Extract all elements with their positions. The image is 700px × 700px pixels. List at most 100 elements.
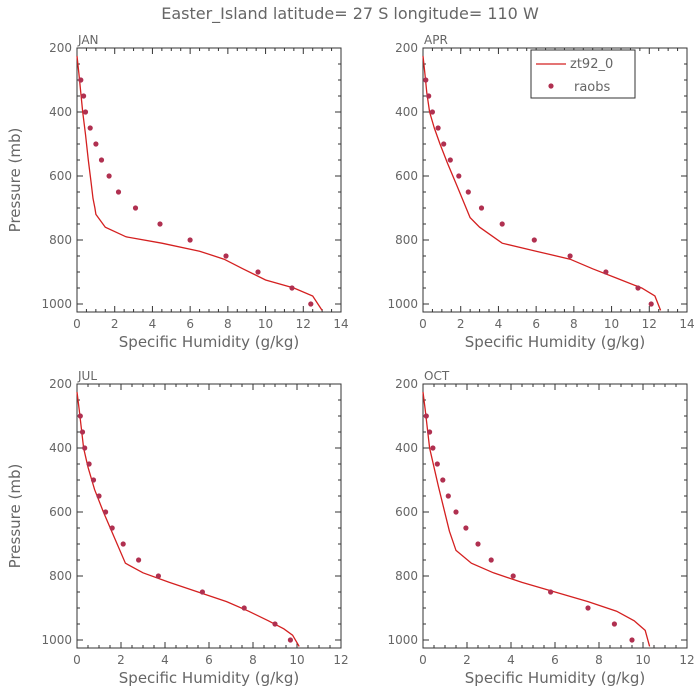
- obs-point: [132, 205, 139, 211]
- obs-point: [187, 237, 193, 243]
- obs-point: [478, 205, 485, 211]
- obs-point: [440, 477, 446, 483]
- x-tick-label: 10: [635, 653, 650, 667]
- x-tick-label: 0: [73, 317, 81, 331]
- obs-point: [441, 141, 447, 147]
- obs-point: [223, 253, 229, 259]
- obs-point: [585, 605, 591, 611]
- y-tick-label: 600: [49, 169, 72, 183]
- figure-title: Easter_Island latitude= 27 S longitude= …: [161, 4, 539, 24]
- panel-title-jul: JUL: [77, 369, 97, 383]
- plot-frame-jul: [76, 383, 342, 649]
- obs-point: [567, 253, 573, 259]
- obs-point: [648, 301, 654, 307]
- obs-point: [603, 269, 609, 275]
- x-tick-label: 0: [419, 317, 427, 331]
- obs-point: [429, 109, 435, 115]
- x-tick-label: 10: [258, 317, 273, 331]
- obs-point: [435, 125, 441, 131]
- x-tick-label: 2: [457, 317, 465, 331]
- obs-point: [629, 637, 635, 643]
- y-tick-label: 600: [395, 169, 418, 183]
- y-tick-label: 800: [395, 233, 418, 247]
- obs-point: [120, 541, 126, 547]
- legend-dot-swatch: [548, 83, 554, 89]
- y-tick-label: 600: [49, 505, 72, 519]
- obs-point: [82, 109, 89, 115]
- obs-point: [475, 541, 481, 547]
- x-tick-label: 14: [333, 317, 348, 331]
- x-tick-label: 4: [495, 317, 503, 331]
- obs-point: [611, 621, 618, 627]
- x-tick-label: 4: [149, 317, 157, 331]
- panel-oct: 0 2 4 6 8 10 12 200 400 600 800 1000 OCT Specific Hum…: [387, 369, 694, 687]
- obs-point: [426, 93, 432, 99]
- obs-point: [78, 77, 84, 83]
- x-tick-label: 6: [532, 317, 540, 331]
- obs-point: [199, 589, 205, 595]
- obs-point: [510, 573, 516, 579]
- obs-point: [308, 301, 314, 307]
- panel-title-apr: APR: [424, 33, 448, 47]
- obs-point: [82, 445, 88, 451]
- plot-frame-jan: [76, 47, 342, 313]
- panel-jan: 0 2 4 6 8 10 12 14 200 400 600 800 1000 JAN Specific H…: [6, 33, 349, 351]
- model-line-apr: [422, 55, 662, 311]
- x-tick-label: 4: [161, 653, 169, 667]
- obs-point: [79, 429, 86, 435]
- obs-point: [445, 493, 451, 499]
- obs-point: [115, 189, 122, 195]
- obs-point: [499, 221, 505, 227]
- x-axis-title: Specific Humidity (g/kg): [119, 669, 299, 687]
- x-tick-label: 0: [419, 653, 427, 667]
- y-tick-label: 200: [49, 41, 72, 55]
- obs-point: [155, 573, 161, 579]
- x-tick-label: 2: [463, 653, 471, 667]
- obs-point: [423, 77, 429, 83]
- y-axis-title: Pressure (mb): [6, 464, 24, 569]
- obs-point: [447, 157, 453, 163]
- legend-label-model: zt92_0: [570, 57, 613, 72]
- obs-point: [157, 221, 163, 227]
- obs-point: [109, 525, 115, 531]
- x-axis-title: Specific Humidity (g/kg): [119, 333, 299, 351]
- x-axis-title: Specific Humidity (g/kg): [465, 669, 645, 687]
- obs-point: [427, 429, 433, 435]
- x-tick-label: 8: [570, 317, 578, 331]
- x-tick-label: 12: [296, 317, 311, 331]
- obs-point: [255, 269, 261, 275]
- obs-point: [548, 589, 554, 595]
- x-tick-label: 10: [289, 653, 304, 667]
- obs-point: [456, 173, 462, 179]
- obs-point: [98, 157, 105, 163]
- y-tick-label: 200: [49, 377, 72, 391]
- y-tick-label: 200: [395, 377, 418, 391]
- obs-point: [289, 285, 295, 291]
- x-tick-label: 12: [679, 653, 694, 667]
- x-tick-label: 0: [73, 653, 81, 667]
- y-tick-label: 800: [49, 569, 72, 583]
- obs-point: [434, 461, 440, 467]
- x-tick-label: 2: [111, 317, 119, 331]
- panel-title-oct: OCT: [424, 369, 450, 383]
- obs-point: [81, 93, 87, 99]
- x-tick-label: 4: [507, 653, 515, 667]
- obs-point: [488, 557, 494, 563]
- legend-label-obs: raobs: [574, 80, 611, 95]
- panel-title-jan: JAN: [77, 33, 99, 47]
- y-tick-label: 200: [395, 41, 418, 55]
- obs-point: [531, 237, 537, 243]
- x-tick-label: 14: [679, 317, 694, 331]
- y-axis-title: Pressure (mb): [6, 128, 24, 233]
- obs-point: [287, 637, 293, 643]
- legend-box: [530, 49, 636, 99]
- obs-point: [453, 509, 459, 515]
- y-tick-label: 800: [49, 233, 72, 247]
- obs-point: [463, 525, 469, 531]
- model-line-jul: [76, 391, 300, 647]
- y-tick-label: 1000: [387, 633, 418, 647]
- y-tick-label: 400: [395, 105, 418, 119]
- obs-point: [423, 413, 429, 419]
